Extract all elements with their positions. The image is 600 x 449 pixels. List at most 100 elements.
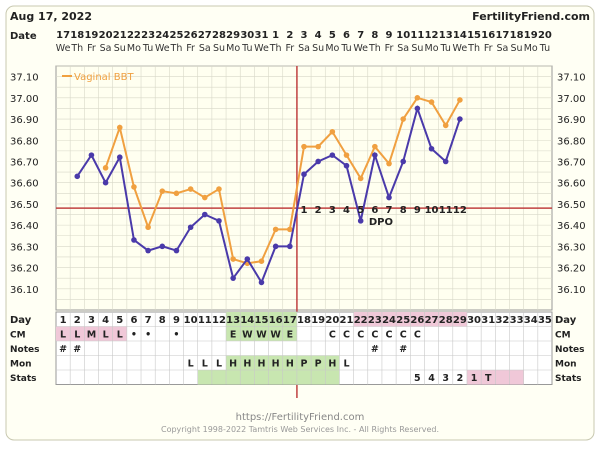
weekday-label: Sa: [100, 43, 112, 54]
stats-cell-pink: [481, 370, 496, 385]
legend-label: Vaginal BBT: [74, 72, 134, 83]
footer-copyright: Copyright 1998-2022 Tamtris Web Services…: [161, 425, 439, 434]
date-label: 16: [481, 30, 495, 41]
stats-cell-green: [282, 370, 297, 385]
y-tick-left: 36.10: [10, 285, 39, 296]
bbt-alt-series-point: [88, 152, 95, 158]
date-label: 10: [396, 30, 410, 41]
bbt-alt-series-point: [301, 171, 307, 178]
day-cell-pink: [353, 312, 368, 327]
bbt-alt-series-point: [230, 275, 236, 281]
day-number: 34: [524, 315, 538, 326]
date-label: 17: [495, 30, 509, 41]
stats-cell-pink: [509, 370, 524, 385]
mon-value: L: [202, 359, 208, 370]
stats-cell-green: [311, 370, 326, 385]
cm-value: C: [343, 330, 350, 341]
day-number: 11: [198, 315, 212, 326]
bbt-series-point: [287, 226, 293, 233]
date-label: 22: [127, 30, 141, 41]
day-cell-green: [254, 312, 269, 327]
day-number: 9: [173, 315, 180, 326]
mon-cell-green: [254, 355, 269, 370]
bbt-series-point: [145, 224, 151, 231]
date-label: 6: [343, 30, 350, 41]
cm-cell-pink: [56, 326, 71, 341]
weekday-label: We: [155, 43, 170, 54]
bbt-alt-series-point: [457, 116, 463, 122]
bbt-series-point: [301, 143, 307, 150]
date-label: 2: [286, 30, 293, 41]
bbt-alt-series-point: [414, 105, 421, 112]
stats-cell-green: [296, 370, 312, 385]
y-tick-right: 36.80: [557, 136, 586, 147]
day-number: 35: [538, 315, 552, 326]
mon-cell-green: [282, 355, 297, 370]
bbt-series-point: [202, 194, 208, 201]
dpo-number: 5: [357, 205, 364, 216]
day-number: 32: [495, 315, 509, 326]
dpo-number: 6: [371, 205, 378, 216]
y-tick-left: 36.80: [10, 136, 39, 147]
day-number: 27: [425, 315, 439, 326]
weekday-label: Fr: [87, 43, 96, 54]
cm-value: C: [357, 330, 364, 341]
weekday-label: Sa: [397, 43, 409, 54]
stats-value: T: [485, 373, 492, 384]
bbt-series-point: [457, 97, 463, 103]
notes-value: #: [59, 344, 67, 355]
bbt-alt-series-point: [315, 158, 321, 165]
cm-value: L: [60, 330, 66, 341]
weekday-label: Tu: [340, 43, 351, 54]
mon-value: L: [188, 359, 194, 370]
dpo-number: 11: [439, 205, 453, 216]
bbt-alt-series-point: [74, 173, 81, 180]
cm-value: W: [242, 330, 253, 341]
cm-value: E: [230, 330, 237, 341]
bbt-alt-series-point: [428, 145, 435, 152]
bbt-series-point: [173, 190, 180, 197]
bbt-alt-series-point: [173, 247, 180, 254]
date-label: 4: [315, 30, 322, 41]
day-cell-pink: [410, 312, 425, 327]
weekday-label: Tu: [440, 43, 451, 54]
mon-value: H: [229, 359, 237, 370]
chart-date: Aug 17, 2022: [10, 10, 92, 23]
weekday-label: Tu: [241, 43, 252, 54]
day-number: 16: [269, 315, 283, 326]
stats-cell-green: [254, 370, 269, 385]
cm-cell-green: [226, 326, 241, 341]
dpo-number: 4: [343, 205, 350, 216]
date-label: 1: [272, 30, 279, 41]
bbt-alt-series-point: [386, 194, 392, 201]
day-number: 3: [88, 315, 95, 326]
date-label: 18: [70, 30, 84, 41]
notes-value: #: [73, 344, 81, 355]
mon-cell-green: [311, 355, 326, 370]
weekday-label: Fr: [484, 43, 493, 54]
day-number: 21: [340, 315, 354, 326]
stats-value: 5: [414, 373, 421, 384]
weekday-label: Fr: [385, 43, 394, 54]
date-label: 30: [240, 30, 254, 41]
weekday-label: Fr: [186, 43, 195, 54]
bbt-series-point: [343, 152, 350, 158]
cm-value: M: [87, 330, 96, 341]
weekday-label: Sa: [496, 43, 508, 54]
bbt-alt-series-point: [216, 218, 222, 224]
y-tick-right: 37.10: [557, 73, 586, 84]
bbt-series-point: [329, 128, 336, 135]
mon-cell-green: [268, 355, 283, 370]
day-number: 14: [240, 315, 254, 326]
day-number: 8: [159, 315, 166, 326]
date-label: 17: [56, 30, 70, 41]
dpo-number: 2: [315, 205, 322, 216]
weekday-label: We: [453, 43, 468, 54]
bbt-alt-series-point: [287, 243, 293, 250]
day-row-label: Day: [10, 315, 32, 326]
date-label: 20: [538, 30, 552, 41]
dpo-number: 3: [329, 205, 336, 216]
weekday-label: Sa: [298, 43, 310, 54]
mon-value: H: [286, 359, 294, 370]
weekday-label: Th: [269, 43, 282, 54]
